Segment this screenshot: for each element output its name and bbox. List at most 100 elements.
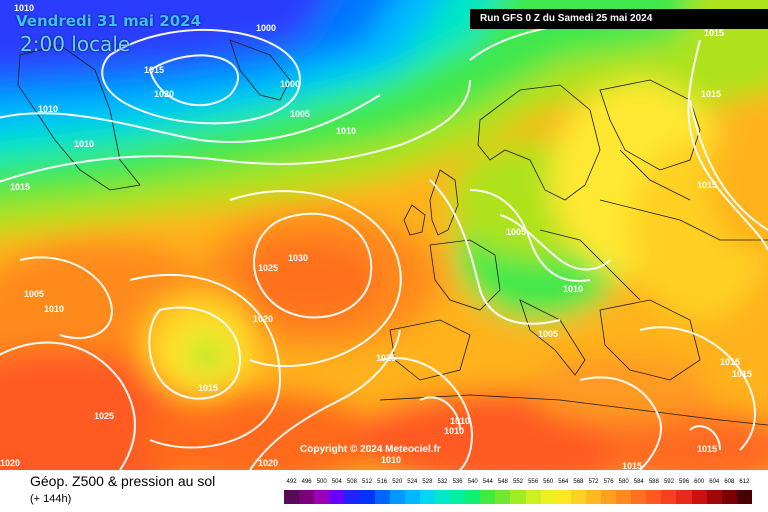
scale-swatch <box>555 490 571 504</box>
copyright-notice: Copyright © 2024 Meteociel.fr <box>300 444 441 455</box>
isobar-label: 1025 <box>258 263 279 273</box>
scale-label: 496 <box>301 479 312 485</box>
isobar-label: 1020 <box>258 458 279 468</box>
isobar-label: 1015 <box>10 182 31 192</box>
geopotential-field <box>0 0 768 470</box>
scale-label: 568 <box>573 479 584 485</box>
scale-label: 584 <box>633 479 644 485</box>
scale-label: 592 <box>663 479 674 485</box>
scale-swatch <box>450 490 466 504</box>
scale-swatch <box>404 490 420 504</box>
isobar-label: 1010 <box>44 304 65 314</box>
scale-swatch <box>585 490 601 504</box>
isobar-label: 1030 <box>288 253 309 263</box>
legend-title: Géop. Z500 & pression au sol <box>30 473 216 489</box>
scale-label: 604 <box>709 479 720 485</box>
isobar-label: 1005 <box>506 227 527 237</box>
isobar-label: 1010 <box>444 426 465 436</box>
scale-swatch <box>540 490 556 504</box>
scale-swatch <box>284 490 300 504</box>
isobar-label: 1005 <box>24 289 45 299</box>
scale-swatch <box>600 490 617 504</box>
isobar-label: 1015 <box>697 444 718 454</box>
scale-swatch <box>691 490 707 504</box>
scale-swatch <box>480 490 496 504</box>
scale-swatch <box>646 490 662 504</box>
scale-swatch <box>736 490 752 504</box>
isobar-label: 1010 <box>38 104 59 114</box>
scale-label: 532 <box>437 479 448 485</box>
scale-swatch <box>359 490 375 504</box>
scale-label: 612 <box>739 479 750 485</box>
forecast-time: 2:00 locale <box>20 32 131 56</box>
scale-label: 560 <box>543 479 554 485</box>
isobar-label: 1015 <box>701 89 722 99</box>
scale-label: 580 <box>618 479 629 485</box>
scale-label: 576 <box>603 479 614 485</box>
scale-label: 596 <box>679 479 690 485</box>
scale-label: 540 <box>467 479 478 485</box>
isobar-label: 1015 <box>198 383 219 393</box>
scale-swatch <box>510 490 526 504</box>
legend-subtitle: (+ 144h) <box>30 493 72 505</box>
isobar-label: 1025 <box>94 411 115 421</box>
scale-label: 508 <box>346 479 357 485</box>
scale-label: 588 <box>648 479 659 485</box>
isobar-label: 1015 <box>732 369 753 379</box>
scale-swatch <box>706 490 722 504</box>
color-scale <box>284 490 752 504</box>
scale-swatch <box>389 490 405 504</box>
isobar-label: 1000 <box>256 23 277 33</box>
scale-swatch <box>721 490 737 504</box>
scale-label: 608 <box>724 479 735 485</box>
legend-panel: Géop. Z500 & pression au sol (+ 144h) 49… <box>0 470 768 512</box>
scale-label: 524 <box>407 479 418 485</box>
isobar-label: 1005 <box>538 329 559 339</box>
isobar-label: 1015 <box>697 180 718 190</box>
isobar-label: 1010 <box>74 139 95 149</box>
scale-label: 544 <box>482 479 493 485</box>
scale-swatch <box>374 490 390 504</box>
scale-swatch <box>570 490 586 504</box>
scale-swatch <box>299 490 315 504</box>
scale-swatch <box>616 490 632 504</box>
scale-label: 520 <box>392 479 403 485</box>
isobar-label: 1015 <box>704 28 725 38</box>
scale-label: 492 <box>286 479 297 485</box>
run-info: Run GFS 0 Z du Samedi 25 mai 2024 <box>470 9 768 29</box>
scale-swatch <box>631 490 647 504</box>
scale-swatch <box>465 490 481 504</box>
scale-label: 516 <box>377 479 388 485</box>
isobar-label: 1015 <box>622 461 643 471</box>
scale-label: 572 <box>588 479 599 485</box>
scale-swatch <box>419 490 435 504</box>
isobar-label: 1010 <box>563 284 584 294</box>
isobar-label: 1010 <box>450 416 471 426</box>
scale-label: 536 <box>452 479 463 485</box>
scale-label: 556 <box>528 479 539 485</box>
scale-label: 552 <box>512 479 523 485</box>
scale-swatch <box>525 490 541 504</box>
scale-swatch <box>344 490 360 504</box>
forecast-date: Vendredi 31 mai 2024 <box>16 12 202 30</box>
scale-swatch <box>329 490 345 504</box>
map-canvas <box>0 0 768 470</box>
scale-swatch <box>661 490 677 504</box>
scale-label: 504 <box>331 479 342 485</box>
isobar-label: 1000 <box>280 79 301 89</box>
scale-swatch <box>314 490 330 504</box>
isobar-label: 1010 <box>381 455 402 465</box>
isobar-label: 1020 <box>154 89 175 99</box>
isobar-label: 1010 <box>336 126 357 136</box>
isobar-label: 1005 <box>290 109 311 119</box>
isobar-label: 1015 <box>376 353 397 363</box>
scale-swatch <box>676 490 692 504</box>
isobar-label: 1015 <box>720 357 741 367</box>
isobar-label: 1020 <box>0 458 21 468</box>
isobar-label: 1015 <box>144 65 165 75</box>
coastlines <box>17 39 768 426</box>
scale-label: 564 <box>558 479 569 485</box>
scale-label: 600 <box>694 479 705 485</box>
isobar-label: 1020 <box>253 314 274 324</box>
scale-label: 528 <box>422 479 433 485</box>
